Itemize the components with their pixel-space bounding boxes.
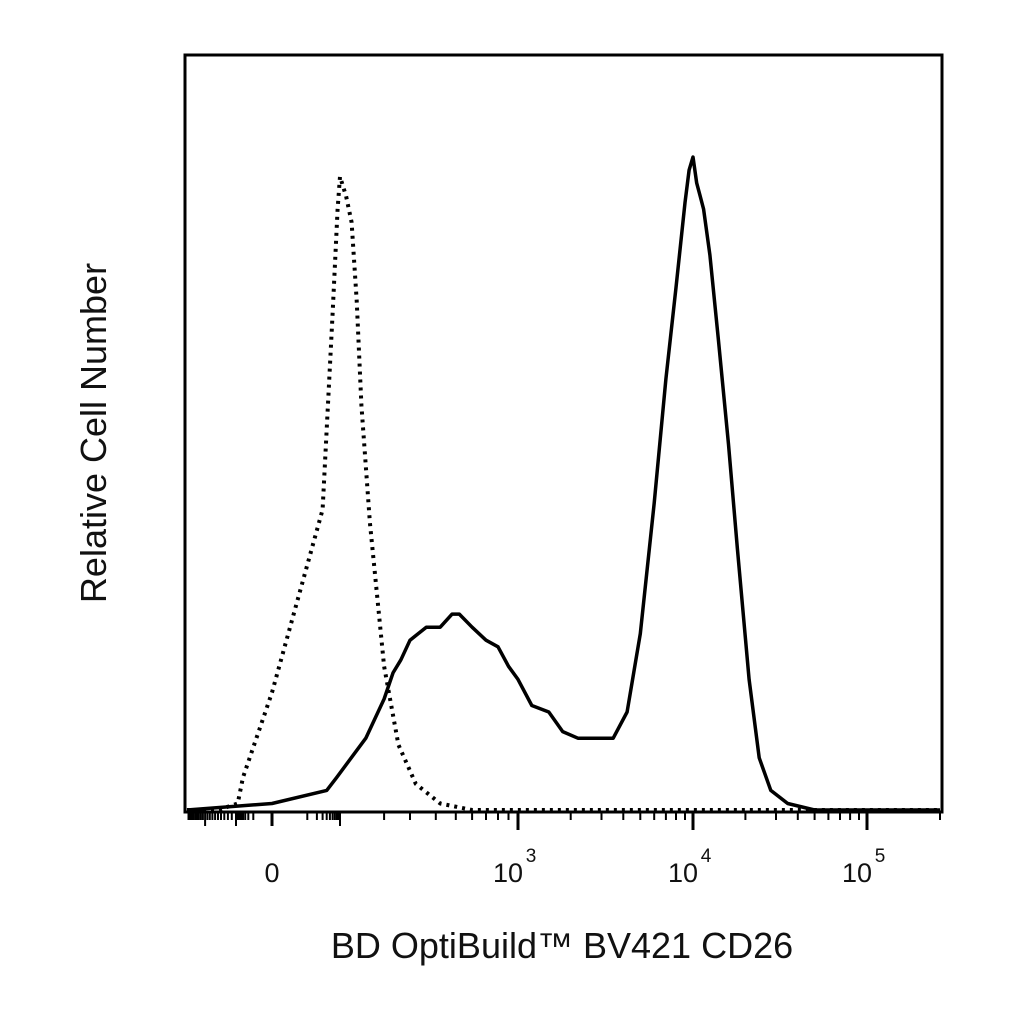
x-tick-label: 10	[842, 858, 872, 888]
series-group	[186, 155, 940, 812]
plot-frame	[183, 53, 944, 814]
x-tick-exponent: 3	[526, 846, 537, 867]
x-tick-label: 0	[264, 858, 279, 888]
series-line-solid	[186, 155, 940, 812]
x-axis-ticks	[187, 812, 941, 830]
y-axis-label: Relative Cell Number	[73, 263, 114, 603]
x-tick-label: 10	[493, 858, 523, 888]
x-axis-label: BD OptiBuild™ BV421 CD26	[331, 925, 793, 966]
series-line-dotted	[187, 174, 940, 812]
x-tick-exponent: 4	[701, 846, 712, 867]
x-tick-exponent: 5	[875, 846, 886, 867]
x-tick-label: 10	[668, 858, 698, 888]
